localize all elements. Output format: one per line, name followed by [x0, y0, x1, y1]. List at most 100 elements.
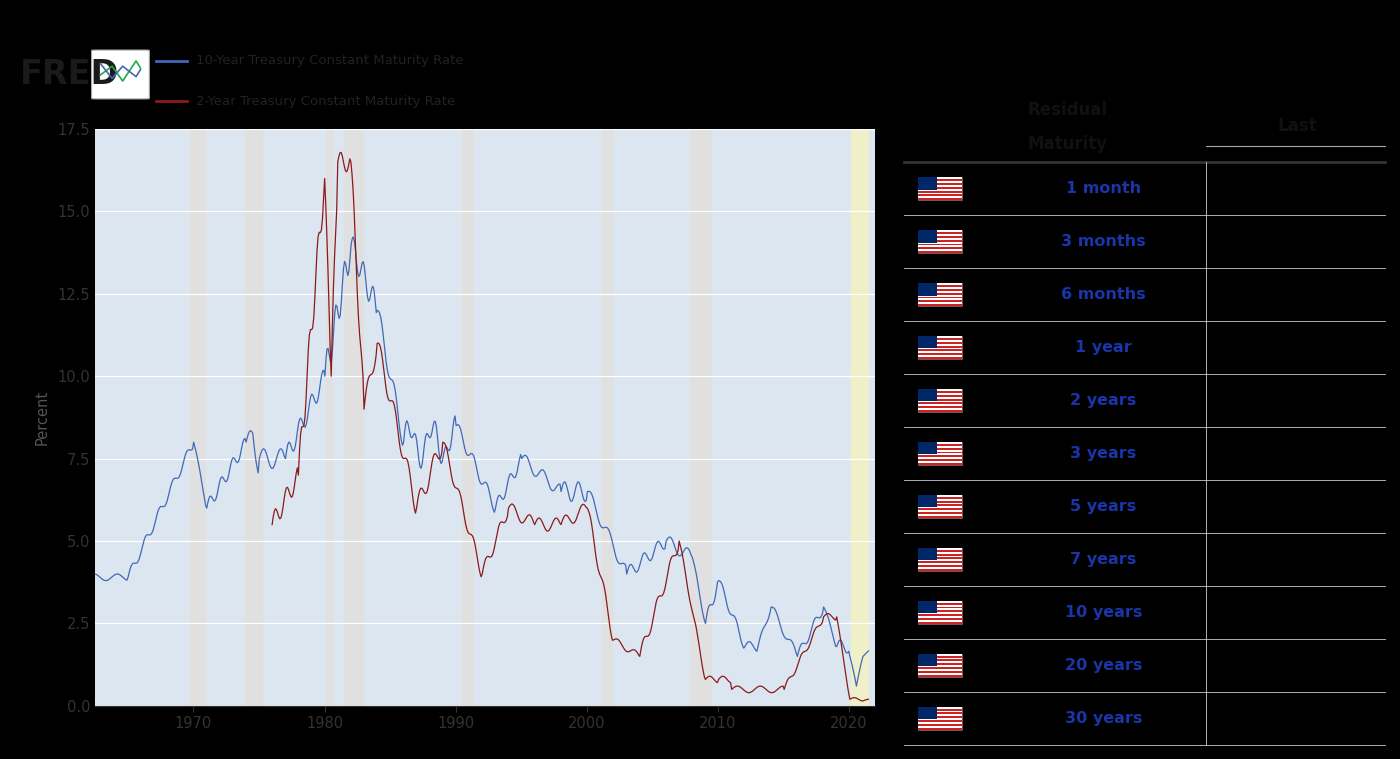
Bar	[690, 129, 711, 706]
Bar	[918, 653, 937, 666]
Bar	[918, 249, 962, 251]
Bar	[918, 567, 962, 569]
Text: 10 years: 10 years	[1065, 605, 1142, 620]
Text: Maturity: Maturity	[1028, 134, 1107, 153]
Bar	[918, 495, 962, 518]
Text: Last: Last	[1278, 118, 1317, 135]
Bar	[918, 351, 962, 353]
Text: 5 years: 5 years	[1071, 499, 1137, 514]
Bar	[918, 189, 962, 191]
Bar	[918, 722, 962, 724]
Bar	[462, 129, 473, 706]
Bar	[918, 245, 962, 247]
Bar	[918, 355, 962, 357]
Bar	[918, 556, 962, 557]
Text: 20 years: 20 years	[1065, 658, 1142, 672]
Bar	[918, 653, 962, 656]
Text: 1.885%: 1.885%	[1264, 658, 1331, 672]
Bar	[918, 408, 962, 410]
Text: 3 years: 3 years	[1071, 446, 1137, 461]
Bar	[918, 495, 962, 497]
Bar	[918, 457, 962, 459]
Bar	[918, 613, 962, 614]
Text: 2 years: 2 years	[1071, 393, 1137, 408]
Bar	[918, 230, 962, 232]
Bar	[918, 241, 962, 244]
Text: 30 years: 30 years	[1065, 710, 1142, 726]
Bar	[918, 283, 962, 306]
Bar	[918, 178, 962, 200]
Bar	[602, 129, 612, 706]
Bar	[918, 563, 962, 565]
Bar	[918, 389, 962, 412]
Bar	[851, 129, 868, 706]
Bar	[918, 710, 962, 713]
Bar	[918, 559, 962, 561]
Text: 0.074%: 0.074%	[1264, 340, 1331, 355]
Bar	[918, 178, 962, 179]
Bar	[918, 609, 962, 610]
Bar	[918, 291, 962, 293]
Bar	[918, 506, 962, 509]
Text: 0.061%: 0.061%	[1264, 235, 1331, 249]
Bar	[918, 669, 962, 671]
Bar	[918, 230, 962, 254]
Text: 0.766%: 0.766%	[1264, 499, 1331, 514]
Text: 6 months: 6 months	[1061, 287, 1147, 302]
Bar	[918, 336, 937, 348]
Bar	[918, 653, 962, 677]
Bar	[918, 673, 962, 675]
Bar	[918, 499, 962, 501]
Text: 1.966%: 1.966%	[1264, 710, 1331, 726]
Bar	[918, 601, 962, 624]
Text: 1 month: 1 month	[1065, 181, 1141, 197]
Bar	[918, 442, 937, 455]
Bar	[918, 718, 962, 720]
Bar	[918, 661, 962, 663]
Text: 10-Year Treasury Constant Maturity Rate: 10-Year Treasury Constant Maturity Rate	[196, 55, 463, 68]
Bar	[918, 238, 962, 240]
Bar	[918, 393, 962, 395]
Bar	[918, 283, 962, 285]
Bar	[344, 129, 363, 706]
Bar	[918, 514, 962, 516]
Text: Residual: Residual	[1028, 101, 1107, 119]
Bar	[918, 707, 962, 729]
Bar	[918, 302, 962, 304]
Bar	[918, 707, 937, 719]
Text: FRED: FRED	[20, 58, 119, 91]
Bar	[918, 181, 962, 183]
Bar	[918, 449, 962, 452]
Text: 2-Year Treasury Constant Maturity Rate: 2-Year Treasury Constant Maturity Rate	[196, 95, 455, 108]
Bar	[918, 605, 962, 606]
Bar	[918, 401, 962, 402]
Bar	[918, 340, 962, 342]
Bar	[918, 283, 937, 295]
Bar	[918, 461, 962, 463]
Bar	[918, 234, 962, 236]
Bar	[918, 230, 937, 243]
Bar	[918, 442, 962, 444]
Bar	[918, 348, 962, 349]
Bar	[918, 616, 962, 618]
Bar	[918, 707, 962, 709]
Bar	[918, 552, 962, 553]
Bar	[918, 287, 962, 289]
Bar	[918, 336, 962, 359]
Bar	[918, 389, 937, 402]
FancyBboxPatch shape	[91, 50, 150, 99]
Bar	[918, 397, 962, 398]
Bar	[918, 548, 962, 571]
Bar	[918, 336, 962, 338]
Bar	[918, 665, 962, 667]
Bar	[918, 197, 962, 198]
Bar	[918, 178, 937, 190]
Text: 7 years: 7 years	[1071, 552, 1137, 567]
Bar	[918, 620, 962, 622]
Bar	[918, 601, 937, 613]
Bar	[190, 129, 206, 706]
Bar	[918, 453, 962, 455]
Y-axis label: Percent: Percent	[34, 390, 49, 445]
Bar	[918, 446, 962, 448]
Text: 0.056%: 0.056%	[1264, 287, 1331, 302]
